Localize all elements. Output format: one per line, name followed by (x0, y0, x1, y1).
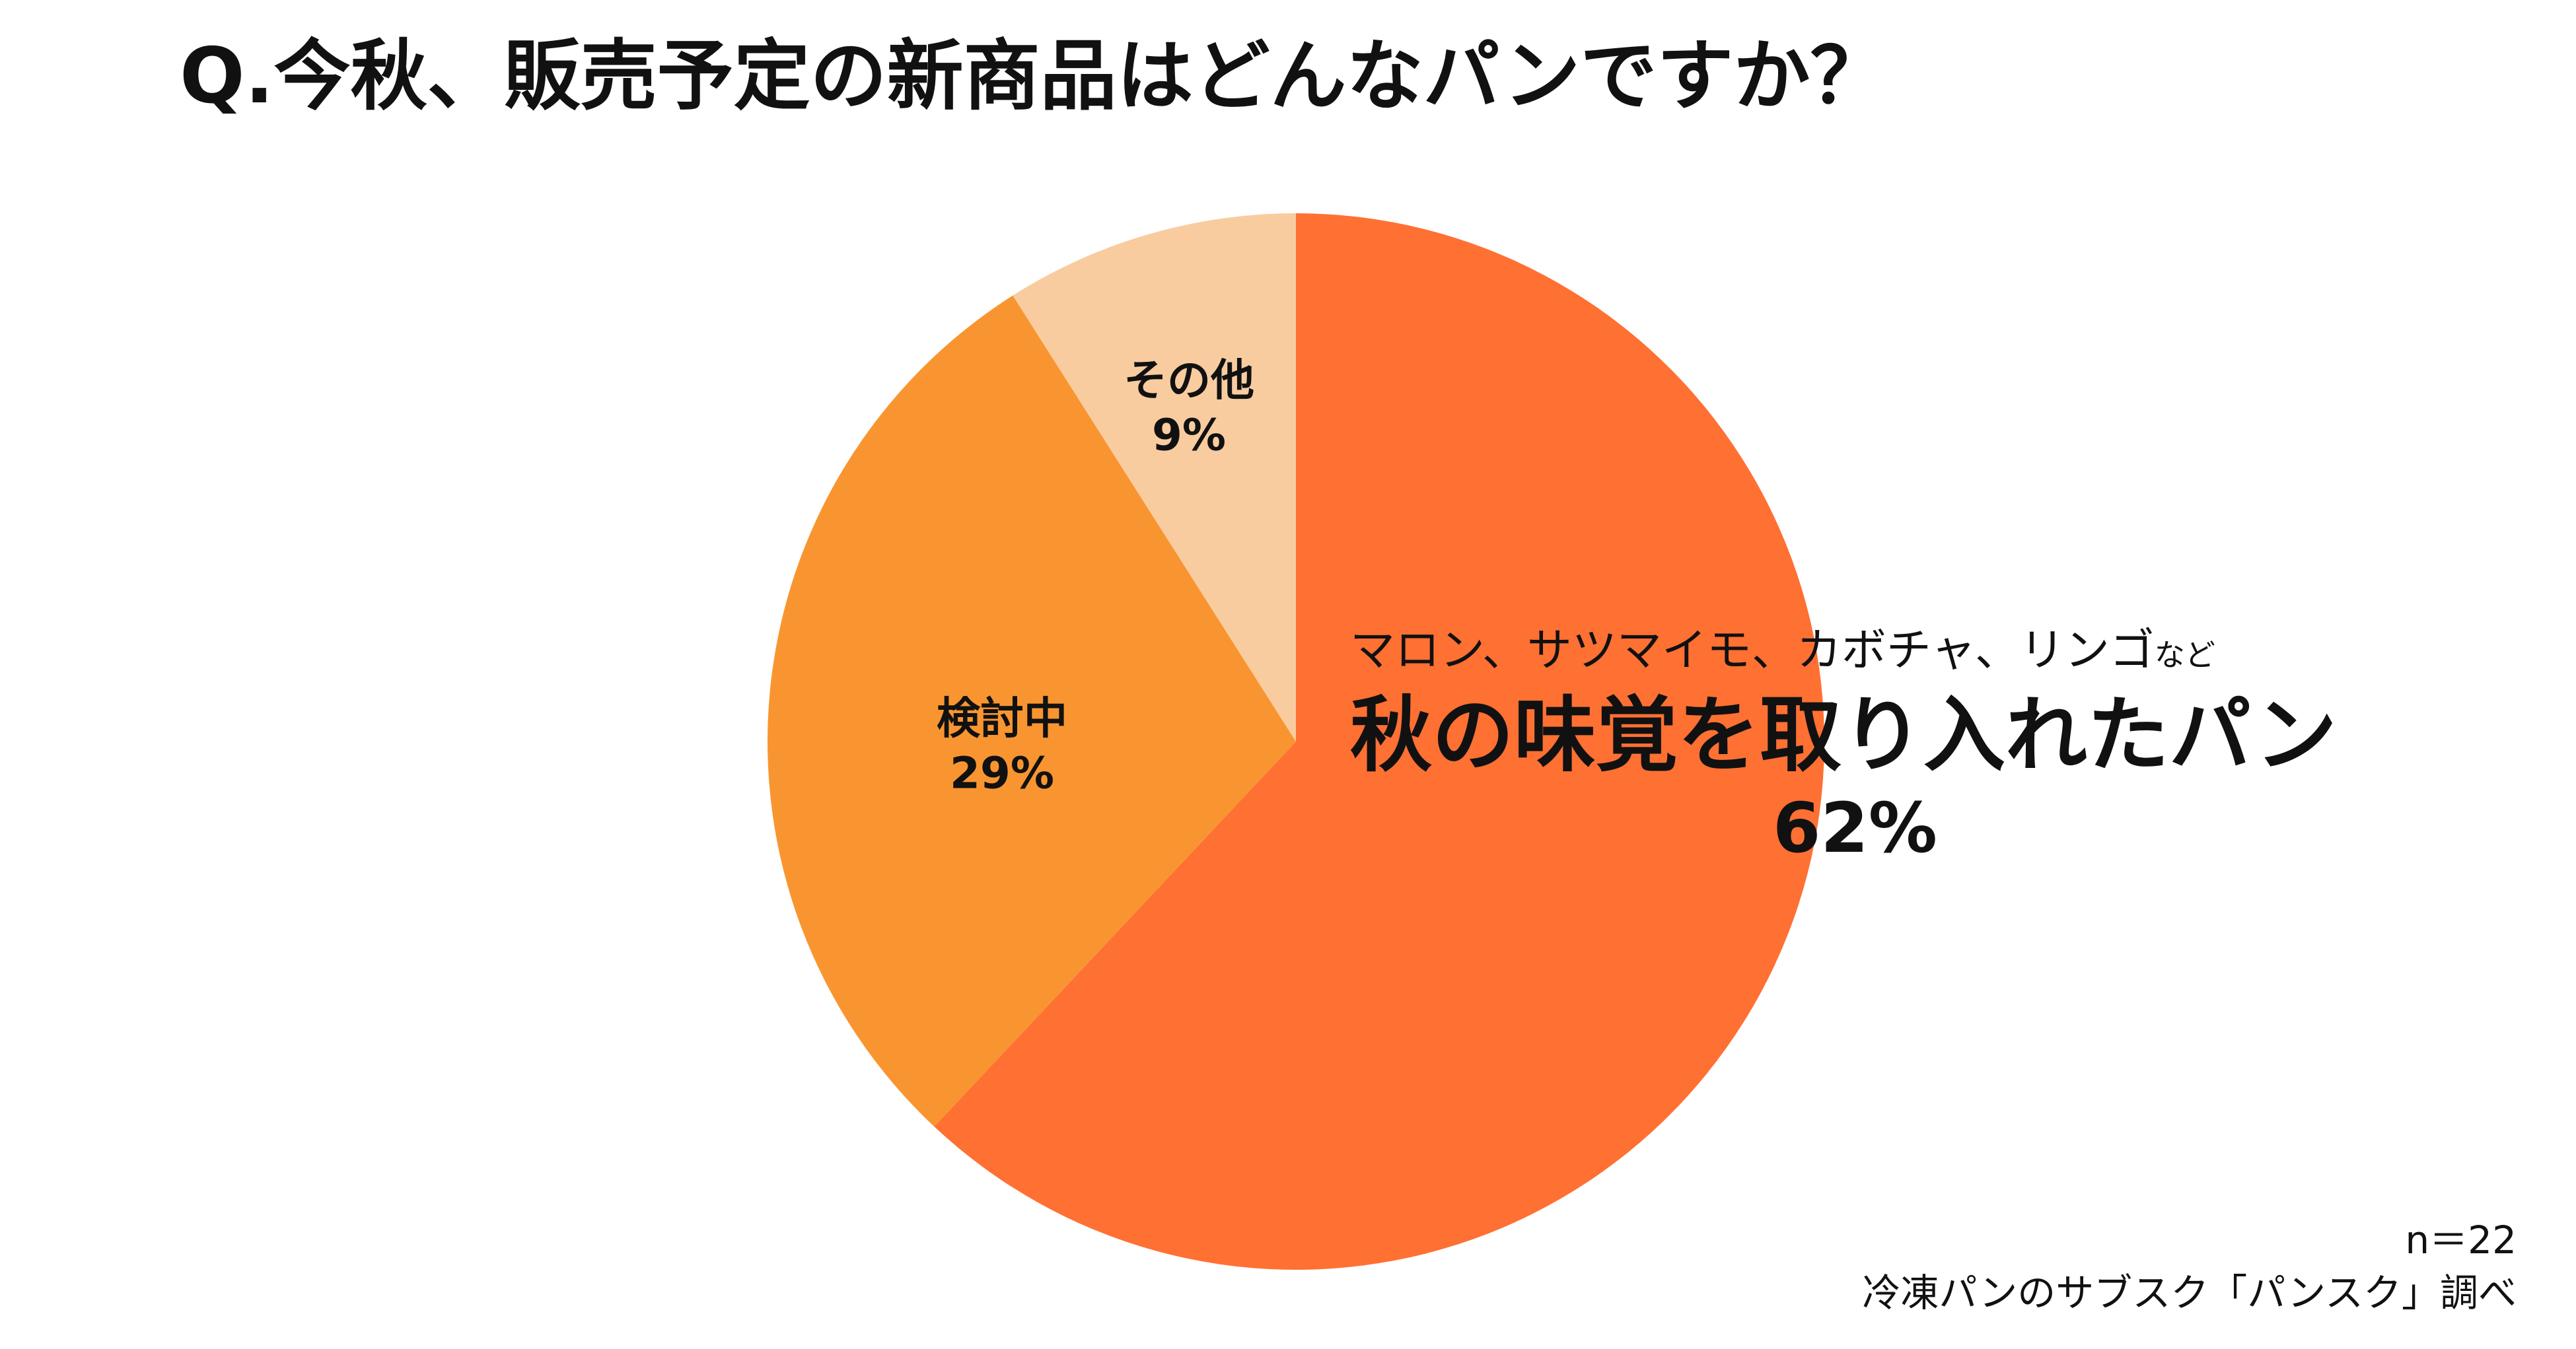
pie-slice-other (1013, 213, 1296, 742)
source-note: 冷凍パンのサブスク「パンスク」調べ (1862, 1270, 2517, 1316)
chart-title: Q.今秋、販売予定の新商品はどんなパンですか？ (180, 32, 1887, 121)
slice-label-autumn: マロン、サツマイモ、カボチャ、リンゴなど 秋の味覚を取り入れたパン 62% (1350, 624, 2337, 869)
slice-name-autumn: 秋の味覚を取り入れたパン (1350, 687, 2338, 783)
slice-label-other: その他 9% (1124, 354, 1254, 463)
slice-name-considering: 検討中 (937, 693, 1067, 744)
slice-value-considering: 29% (950, 747, 1054, 798)
slice-value-autumn: 62% (1773, 787, 1937, 868)
slice-examples: マロン、サツマイモ、カボチャ、リンゴなど (1350, 625, 2215, 677)
pie-slice-autumn (934, 213, 1825, 1270)
sample-size: n＝22 (2405, 1218, 2517, 1263)
slice-name-other: その他 (1124, 355, 1254, 406)
pie-slice-considering (768, 295, 1296, 1127)
chart-footer: n＝22 冷凍パンのサブスク「パンスク」調べ (1862, 1214, 2517, 1319)
slice-label-considering: 検討中 29% (937, 692, 1067, 801)
slice-value-other: 9% (1151, 409, 1227, 460)
